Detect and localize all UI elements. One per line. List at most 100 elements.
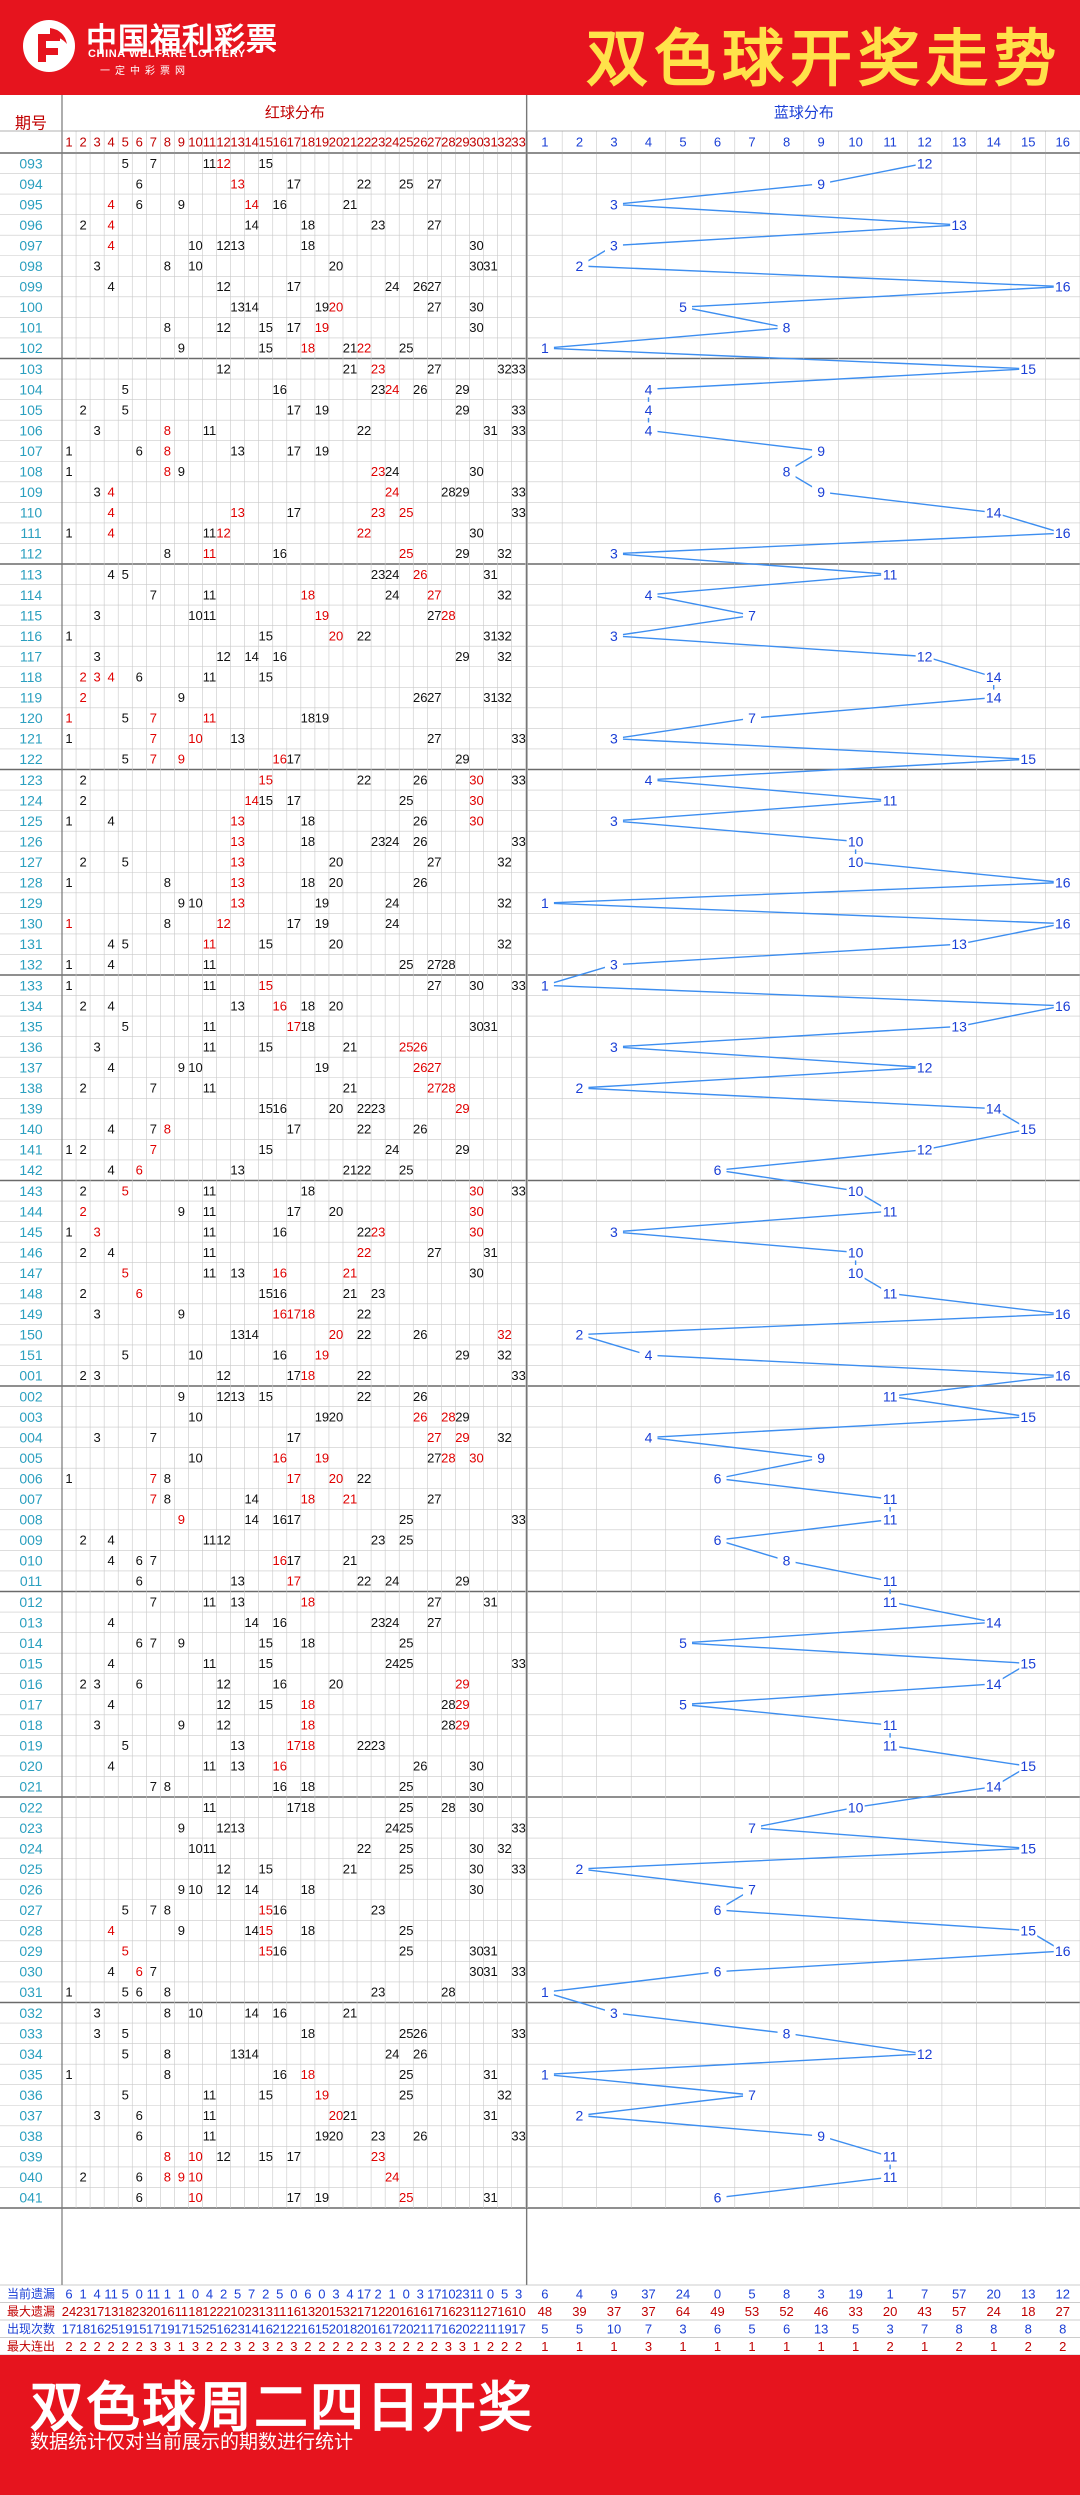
red-ball-number: 8 (164, 916, 171, 931)
stats-red-value: 16 (287, 2304, 301, 2319)
red-ball-number: 4 (108, 1759, 115, 1774)
red-ball-number: 10 (188, 1841, 202, 1856)
period-label: 139 (19, 1101, 43, 1117)
red-ball-number: 2 (79, 1142, 86, 1157)
red-ball-number: 17 (287, 1430, 301, 1445)
stats-red-value: 20 (455, 2321, 469, 2336)
red-ball-number: 23 (371, 834, 385, 849)
red-ball-number: 30 (469, 1450, 483, 1465)
stats-red-value: 0 (318, 2286, 325, 2301)
stats-blue-value: 48 (538, 2304, 552, 2319)
red-ball-number: 30 (469, 259, 483, 274)
red-ball-number: 22 (357, 1368, 371, 1383)
red-ball-number: 24 (385, 567, 399, 582)
blue-ball-number: 2 (576, 2108, 584, 2124)
red-number-header: 25 (399, 135, 413, 150)
red-ball-number: 30 (469, 1183, 483, 1198)
red-ball-number: 21 (343, 1265, 357, 1280)
red-ball-number: 1 (65, 916, 72, 931)
red-ball-number: 2 (79, 690, 86, 705)
blue-ball-label-bg (846, 1182, 865, 1199)
blue-ball-number: 13 (951, 217, 967, 233)
blue-ball-number: 14 (986, 669, 1002, 685)
blue-ball-number: 1 (541, 1984, 549, 2000)
red-ball-number: 11 (203, 1245, 217, 1260)
red-ball-number: 19 (315, 1348, 329, 1363)
stats-red-value: 19 (497, 2321, 511, 2336)
red-ball-number: 22 (357, 1471, 371, 1486)
stats-blue-value: 18 (1021, 2304, 1035, 2319)
blue-ball-number: 7 (748, 2087, 756, 2103)
blue-ball-number: 1 (541, 895, 549, 911)
logo-english-text: CHINA WELFARE LOTTERY (88, 48, 246, 60)
stats-red-value: 12 (371, 2304, 385, 2319)
red-ball-number: 13 (230, 834, 244, 849)
stats-blue-value: 1 (783, 2339, 790, 2354)
red-ball-number: 2 (79, 1368, 86, 1383)
red-ball-number: 2 (79, 1286, 86, 1301)
stats-blue-value: 1 (817, 2339, 824, 2354)
red-ball-number: 11 (203, 957, 217, 972)
period-label: 012 (19, 1594, 43, 1610)
stats-blue-value: 39 (572, 2304, 586, 2319)
red-ball-number: 10 (188, 2190, 202, 2205)
red-ball-number: 32 (497, 1841, 511, 1856)
red-ball-number: 31 (483, 1245, 497, 1260)
red-ball-number: 20 (329, 2108, 343, 2123)
red-ball-number: 16 (273, 1286, 287, 1301)
page-title: 双色球开奖走势 (585, 22, 1062, 95)
period-label: 143 (19, 1183, 43, 1199)
red-ball-number: 26 (413, 567, 427, 582)
period-label: 119 (20, 690, 43, 706)
red-ball-number: 27 (427, 1430, 441, 1445)
red-ball-number: 26 (413, 690, 427, 705)
red-ball-number: 13 (230, 505, 244, 520)
red-ball-number: 14 (244, 2046, 258, 2061)
stats-red-value: 11 (470, 2286, 484, 2301)
blue-ball-number: 8 (783, 320, 791, 336)
stats-red-value: 16 (399, 2304, 413, 2319)
red-ball-number: 29 (455, 1409, 469, 1424)
red-ball-number: 13 (230, 1820, 244, 1835)
red-ball-number: 11 (203, 1224, 217, 1239)
stats-blue-value: 57 (952, 2304, 966, 2319)
blue-number-header: 8 (783, 135, 790, 150)
draw-schedule-text: 双色球周二四日开奖 (30, 2376, 534, 2439)
blue-ball-number: 16 (1055, 1943, 1071, 1959)
blue-ball-number: 15 (1020, 1758, 1036, 1774)
stats-blue-value: 0 (714, 2286, 721, 2301)
red-ball-number: 18 (301, 875, 315, 890)
red-ball-number: 26 (413, 834, 427, 849)
red-ball-number: 22 (357, 1245, 371, 1260)
red-ball-number: 23 (371, 1533, 385, 1548)
blue-ball-number: 6 (714, 1964, 722, 1980)
stats-blue-value: 1 (990, 2339, 997, 2354)
red-ball-number: 32 (497, 937, 511, 952)
red-ball-number: 32 (497, 628, 511, 643)
red-ball-number: 7 (150, 1635, 157, 1650)
red-ball-number: 33 (511, 2129, 525, 2144)
blue-ball-number: 2 (576, 1861, 584, 1877)
red-ball-number: 18 (301, 1635, 315, 1650)
red-ball-number: 19 (315, 2129, 329, 2144)
red-ball-number: 22 (357, 1574, 371, 1589)
period-label: 101 (19, 320, 43, 336)
stats-red-value: 21 (413, 2321, 427, 2336)
blue-ball-label-bg (743, 710, 762, 727)
red-ball-number: 6 (136, 2129, 143, 2144)
red-ball-number: 7 (150, 731, 157, 746)
red-ball-number: 8 (164, 2067, 171, 2082)
blue-ball-label-bg (950, 936, 969, 953)
red-ball-number: 16 (273, 197, 287, 212)
stats-blue-value: 49 (710, 2304, 724, 2319)
red-ball-number: 15 (258, 1861, 272, 1876)
red-ball-number: 30 (469, 772, 483, 787)
red-ball-number: 11 (203, 2108, 217, 2123)
stats-red-value: 3 (515, 2286, 522, 2301)
red-ball-number: 10 (188, 1409, 202, 1424)
red-ball-number: 23 (371, 1985, 385, 2000)
blue-ball-number: 9 (817, 176, 825, 192)
stats-blue-value: 57 (952, 2286, 966, 2301)
red-number-header: 3 (94, 135, 101, 150)
blue-ball-label-bg (984, 1614, 1003, 1631)
